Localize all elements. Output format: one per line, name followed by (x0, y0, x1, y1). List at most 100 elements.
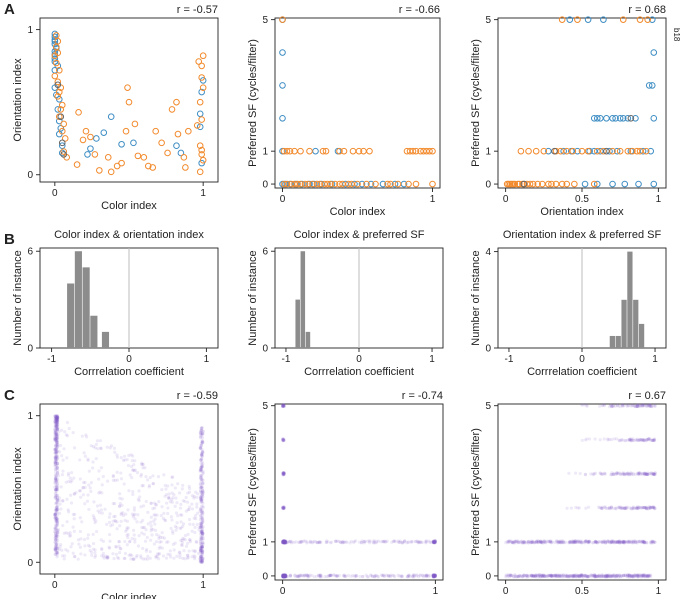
density-point (53, 547, 57, 551)
density-point (200, 477, 204, 482)
density-point (63, 430, 67, 434)
density-point (370, 574, 375, 578)
density-point (607, 575, 611, 579)
density-point (391, 573, 395, 577)
density-point (433, 540, 437, 545)
density-point (541, 573, 545, 577)
density-point (86, 533, 90, 537)
scatter-point-orange (313, 180, 321, 188)
density-point (584, 574, 588, 578)
density-point (608, 574, 612, 578)
density-point (579, 573, 583, 577)
density-point (507, 539, 511, 543)
density-point (645, 541, 649, 545)
density-point (645, 574, 650, 578)
density-point (576, 574, 580, 578)
density-point (53, 447, 57, 451)
density-point (113, 518, 117, 523)
density-point (305, 573, 310, 578)
density-point (546, 573, 550, 577)
scatter-point-orange (412, 147, 420, 155)
scatter-point-orange (199, 52, 207, 60)
density-point (199, 468, 204, 472)
density-point (646, 472, 650, 476)
density-point (141, 484, 145, 488)
density-point (282, 404, 286, 408)
density-point (58, 545, 62, 549)
density-point (282, 573, 286, 578)
density-point (529, 540, 533, 545)
density-point (182, 537, 186, 541)
density-point (193, 530, 197, 535)
density-point (585, 540, 590, 545)
density-point (282, 540, 286, 545)
density-point (282, 472, 286, 477)
density-point (54, 519, 58, 523)
density-point (55, 528, 59, 533)
density-point (281, 574, 286, 579)
density-point (432, 540, 436, 545)
density-point (78, 545, 83, 549)
density-point (282, 573, 286, 577)
density-point (293, 574, 297, 578)
density-point (282, 574, 286, 578)
density-point (584, 575, 589, 579)
density-point (133, 459, 137, 463)
density-point (56, 504, 60, 508)
density-point (296, 575, 300, 579)
density-point (432, 540, 436, 544)
density-point (367, 539, 371, 543)
density-point (623, 472, 627, 477)
density-point (54, 516, 58, 520)
density-point (195, 502, 199, 506)
density-point (281, 574, 285, 579)
density-point (645, 573, 649, 577)
scatter-point-orange (548, 180, 555, 188)
density-point (600, 573, 604, 577)
density-point (612, 540, 616, 544)
density-point (53, 536, 57, 541)
density-point (633, 573, 637, 577)
density-point (53, 512, 57, 516)
density-point (650, 539, 654, 544)
density-point (55, 444, 59, 448)
density-point (119, 456, 123, 460)
density-point (613, 575, 617, 579)
density-point (200, 477, 204, 481)
density-point (506, 573, 510, 577)
density-point (634, 438, 638, 442)
density-point (516, 575, 520, 579)
density-point (158, 540, 162, 544)
density-point (53, 496, 58, 500)
density-point (617, 575, 621, 579)
density-point (82, 537, 87, 542)
density-point (282, 505, 286, 509)
density-point (282, 575, 287, 579)
density-point (642, 573, 646, 577)
density-point (199, 466, 203, 470)
density-point (432, 540, 437, 544)
density-point (53, 524, 58, 528)
density-point (283, 541, 287, 545)
density-point (200, 484, 204, 488)
scatter-point-overlap (54, 81, 62, 89)
density-point (533, 575, 538, 579)
density-point (194, 517, 198, 521)
density-point (200, 538, 204, 542)
scatter-point-orange (53, 32, 60, 39)
density-point (335, 539, 340, 543)
density-point (648, 575, 653, 579)
density-point (629, 574, 633, 578)
density-point (647, 437, 651, 441)
scatter-point-blue (51, 55, 59, 62)
density-point (186, 532, 190, 536)
density-point (183, 557, 187, 561)
density-point (639, 404, 643, 408)
scatter-point-orange (345, 180, 352, 188)
density-point (53, 437, 57, 441)
density-point (646, 575, 650, 579)
density-point (55, 485, 59, 489)
density-point (200, 486, 205, 491)
density-point (107, 532, 112, 537)
density-point (424, 541, 428, 545)
